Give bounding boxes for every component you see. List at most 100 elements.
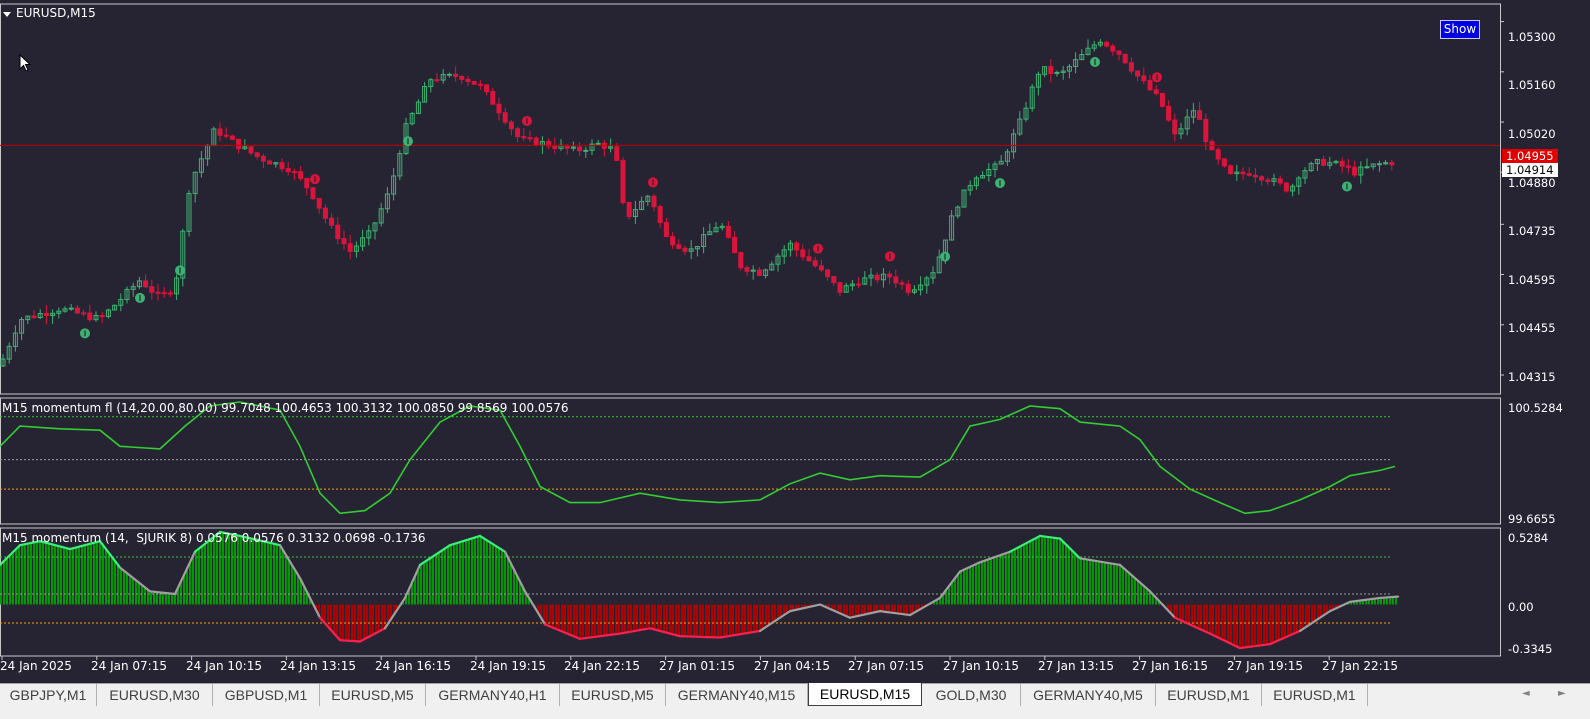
candle-body bbox=[1302, 170, 1308, 179]
candle-body bbox=[1004, 151, 1010, 162]
candle-body bbox=[68, 307, 74, 310]
tab-chart[interactable]: EURUSD,M1 bbox=[1156, 684, 1262, 706]
candle-body bbox=[1352, 166, 1358, 176]
tab-chart[interactable]: EURUSD,M1 bbox=[1262, 684, 1368, 706]
indicator2-axis-zero: 0.00 bbox=[1508, 600, 1534, 614]
candle-body bbox=[794, 242, 800, 251]
tab-chart[interactable]: GERMANY40,H1 bbox=[426, 684, 560, 706]
tab-chart[interactable]: GBPUSD,M1 bbox=[213, 684, 320, 706]
candle-body bbox=[329, 217, 335, 226]
candle-body bbox=[409, 112, 415, 125]
time-axis-label: 24 Jan 07:15 bbox=[91, 659, 167, 673]
candle-body bbox=[273, 162, 279, 165]
candle-body bbox=[781, 249, 787, 257]
candle-body bbox=[973, 177, 979, 187]
candle-body bbox=[775, 255, 781, 265]
candle-body bbox=[1048, 66, 1054, 74]
candle-body bbox=[50, 312, 56, 316]
indicator2-title: M15 momentum (14, SJURIK 8) 0.0576 0.057… bbox=[2, 531, 426, 545]
candle-body bbox=[620, 159, 626, 203]
momentum-line-segment bbox=[358, 627, 387, 643]
time-axis-label: 27 Jan 01:15 bbox=[659, 659, 735, 673]
momentum-line-segment bbox=[1148, 590, 1177, 619]
candle-body bbox=[1339, 160, 1345, 167]
tab-chart[interactable]: GERMANY40,M5 bbox=[1021, 684, 1156, 706]
candle-body bbox=[719, 225, 725, 229]
candle-body bbox=[651, 195, 657, 208]
momentum-line-segment bbox=[958, 561, 982, 573]
candle-body bbox=[1141, 75, 1147, 82]
tab-scroll-right-icon[interactable]: ► bbox=[1558, 688, 1566, 699]
candle-body bbox=[360, 237, 366, 247]
candle-body bbox=[732, 236, 738, 254]
tab-chart[interactable]: GBPJPY,M1 bbox=[0, 684, 97, 706]
momentum-line-segment bbox=[788, 603, 822, 613]
tab-chart[interactable]: EURUSD,M5 bbox=[560, 684, 666, 706]
candle-body bbox=[124, 288, 130, 300]
candle-body bbox=[341, 238, 347, 245]
candle-body bbox=[527, 137, 533, 140]
indicator1-axis-min: 99.6655 bbox=[1508, 512, 1556, 526]
candle-body bbox=[626, 201, 632, 218]
candle-body bbox=[1277, 178, 1283, 184]
candle-body bbox=[1383, 162, 1389, 165]
tab-chart[interactable]: EURUSD,M30 bbox=[97, 684, 213, 706]
candle-body bbox=[471, 80, 477, 85]
symbol-title: EURUSD,M15 bbox=[16, 6, 96, 20]
candle-body bbox=[1122, 53, 1128, 64]
momentum-line-segment bbox=[278, 544, 302, 580]
time-axis-label: 27 Jan 04:15 bbox=[754, 659, 830, 673]
momentum-line-segment bbox=[1058, 537, 1082, 560]
tab-chart[interactable]: EURUSD,M5 bbox=[320, 684, 426, 706]
candle-body bbox=[136, 280, 142, 288]
momentum-line-segment bbox=[758, 610, 792, 633]
candle-body bbox=[267, 160, 273, 165]
candle-body bbox=[849, 283, 855, 287]
last-price-tag: 1.04914 bbox=[1502, 163, 1558, 177]
candle-body bbox=[1017, 118, 1023, 135]
candle-body bbox=[818, 265, 824, 271]
tab-chart[interactable]: GOLD,M30 bbox=[922, 684, 1021, 706]
time-axis-label: 24 Jan 10:15 bbox=[186, 659, 262, 673]
chart-menu-triangle-icon[interactable] bbox=[3, 12, 11, 17]
chart-canvas[interactable] bbox=[0, 0, 1590, 683]
momentum-line-segment bbox=[448, 534, 482, 547]
candle-body bbox=[1364, 166, 1370, 169]
momentum-line-segment bbox=[383, 596, 407, 630]
candle-body bbox=[1178, 128, 1184, 135]
candle-body bbox=[335, 224, 341, 240]
candle-body bbox=[515, 128, 521, 138]
candle-body bbox=[1271, 178, 1277, 182]
momentum-line-segment bbox=[68, 540, 102, 551]
price-axis-label: 1.05160 bbox=[1508, 78, 1556, 92]
candle-body bbox=[1147, 80, 1153, 91]
momentum-line-segment bbox=[1238, 643, 1272, 650]
momentum-line-segment bbox=[173, 550, 197, 596]
candle-body bbox=[1060, 70, 1066, 73]
candle-body bbox=[1246, 173, 1252, 176]
tab-chart-active[interactable]: EURUSD,M15 bbox=[808, 683, 922, 706]
candle-body bbox=[1116, 50, 1122, 55]
candle-body bbox=[353, 245, 359, 252]
candle-body bbox=[167, 292, 173, 295]
candle-body bbox=[149, 286, 155, 293]
chart-area[interactable]: EURUSD,M15 Show M15 momentum fl (14,20.0… bbox=[0, 0, 1590, 683]
candle-body bbox=[1054, 71, 1060, 74]
candle-body bbox=[1283, 182, 1289, 192]
candle-body bbox=[1327, 162, 1333, 166]
momentum-line-segment bbox=[18, 540, 42, 547]
candle-body bbox=[1221, 158, 1227, 167]
momentum-line-segment bbox=[848, 610, 882, 619]
tab-scroll-left-icon[interactable]: ◄ bbox=[1522, 688, 1530, 699]
candle-body bbox=[930, 272, 936, 279]
candle-body bbox=[236, 138, 242, 150]
candle-body bbox=[800, 249, 806, 258]
candle-body bbox=[1166, 105, 1172, 121]
candle-body bbox=[192, 171, 198, 195]
candle-body bbox=[1345, 165, 1351, 168]
show-button[interactable]: Show bbox=[1440, 20, 1480, 39]
candle-body bbox=[254, 152, 260, 157]
tab-chart[interactable]: GERMANY40,M15 bbox=[666, 684, 808, 706]
candle-body bbox=[384, 193, 390, 210]
momentum-line-segment bbox=[338, 639, 362, 643]
